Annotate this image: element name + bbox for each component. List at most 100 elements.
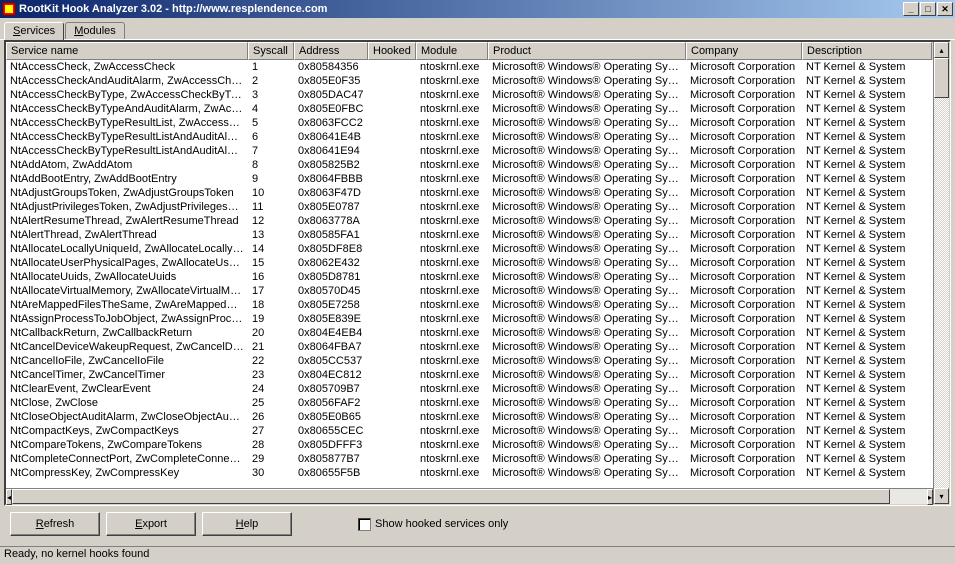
cell: Microsoft Corporation bbox=[686, 368, 802, 382]
cell: Microsoft® Windows® Operating System bbox=[488, 60, 686, 74]
table-row[interactable]: NtCancelTimer, ZwCancelTimer230x804EC812… bbox=[6, 368, 933, 382]
col-description[interactable]: Description bbox=[802, 42, 932, 60]
refresh-button[interactable]: Refresh bbox=[10, 512, 100, 536]
table-row[interactable]: NtAllocateLocallyUniqueId, ZwAllocateLoc… bbox=[6, 242, 933, 256]
cell: NtAccessCheck, ZwAccessCheck bbox=[6, 60, 248, 74]
cell: NT Kernel & System bbox=[802, 102, 932, 116]
table-row[interactable]: NtCallbackReturn, ZwCallbackReturn200x80… bbox=[6, 326, 933, 340]
close-button[interactable]: ✕ bbox=[937, 2, 953, 16]
app-icon bbox=[2, 2, 16, 16]
cell: 0x80585FA1 bbox=[294, 228, 368, 242]
cell: NT Kernel & System bbox=[802, 60, 932, 74]
cell: Microsoft® Windows® Operating System bbox=[488, 158, 686, 172]
cell: 11 bbox=[248, 200, 294, 214]
table-row[interactable]: NtAccessCheckByTypeAndAuditAlarm, ZwAcce… bbox=[6, 102, 933, 116]
table-row[interactable]: NtClearEvent, ZwClearEvent240x805709B7nt… bbox=[6, 382, 933, 396]
cell: Microsoft® Windows® Operating System bbox=[488, 438, 686, 452]
table-row[interactable]: NtAccessCheck, ZwAccessCheck10x80584356n… bbox=[6, 60, 933, 74]
cell: 24 bbox=[248, 382, 294, 396]
checkbox-icon[interactable] bbox=[358, 518, 371, 531]
table-row[interactable]: NtCompactKeys, ZwCompactKeys270x80655CEC… bbox=[6, 424, 933, 438]
table-row[interactable]: NtCompareTokens, ZwCompareTokens280x805D… bbox=[6, 438, 933, 452]
col-syscall[interactable]: Syscall bbox=[248, 42, 294, 60]
minimize-button[interactable]: _ bbox=[903, 2, 919, 16]
table-row[interactable]: NtAddBootEntry, ZwAddBootEntry90x8064FBB… bbox=[6, 172, 933, 186]
col-module[interactable]: Module bbox=[416, 42, 488, 60]
tab-modules[interactable]: Modules bbox=[65, 22, 125, 39]
cell: 0x80641E94 bbox=[294, 144, 368, 158]
cell: NT Kernel & System bbox=[802, 158, 932, 172]
table-row[interactable]: NtCompressKey, ZwCompressKey300x80655F5B… bbox=[6, 466, 933, 480]
cell: NT Kernel & System bbox=[802, 452, 932, 466]
cell: 12 bbox=[248, 214, 294, 228]
table-row[interactable]: NtAllocateUuids, ZwAllocateUuids160x805D… bbox=[6, 270, 933, 284]
col-company[interactable]: Company bbox=[686, 42, 802, 60]
table-row[interactable]: NtAdjustPrivilegesToken, ZwAdjustPrivile… bbox=[6, 200, 933, 214]
cell: ntoskrnl.exe bbox=[416, 200, 488, 214]
cell bbox=[368, 382, 416, 396]
cell: Microsoft Corporation bbox=[686, 410, 802, 424]
cell: Microsoft Corporation bbox=[686, 396, 802, 410]
help-button[interactable]: Help bbox=[202, 512, 292, 536]
table-row[interactable]: NtClose, ZwClose250x8056FAF2ntoskrnl.exe… bbox=[6, 396, 933, 410]
cell: NT Kernel & System bbox=[802, 298, 932, 312]
cell: NtAccessCheckByTypeResultListAndAuditAla… bbox=[6, 130, 248, 144]
table-row[interactable]: NtAllocateVirtualMemory, ZwAllocateVirtu… bbox=[6, 284, 933, 298]
table-row[interactable]: NtAccessCheckByTypeResultListAndAuditAla… bbox=[6, 130, 933, 144]
scroll-up-button[interactable]: ▴ bbox=[934, 42, 949, 58]
cell bbox=[368, 256, 416, 270]
cell: 0x805709B7 bbox=[294, 382, 368, 396]
hooked-only-checkbox[interactable]: Show hooked services only bbox=[358, 518, 508, 531]
cell: Microsoft® Windows® Operating System bbox=[488, 144, 686, 158]
scroll-down-button[interactable]: ▾ bbox=[934, 488, 949, 504]
cell: ntoskrnl.exe bbox=[416, 60, 488, 74]
table-row[interactable]: NtCancelIoFile, ZwCancelIoFile220x805CC5… bbox=[6, 354, 933, 368]
cell: 17 bbox=[248, 284, 294, 298]
cell: ntoskrnl.exe bbox=[416, 214, 488, 228]
cell: NtClearEvent, ZwClearEvent bbox=[6, 382, 248, 396]
cell: 14 bbox=[248, 242, 294, 256]
main-panel: Service name Syscall Address Hooked Modu… bbox=[4, 40, 951, 542]
cell bbox=[368, 172, 416, 186]
cell: NT Kernel & System bbox=[802, 368, 932, 382]
maximize-button[interactable]: □ bbox=[920, 2, 936, 16]
table-row[interactable]: NtAccessCheckByTypeResultListAndAuditAla… bbox=[6, 144, 933, 158]
table-row[interactable]: NtAccessCheckByTypeResultList, ZwAccessC… bbox=[6, 116, 933, 130]
table-row[interactable]: NtAlertResumeThread, ZwAlertResumeThread… bbox=[6, 214, 933, 228]
cell: Microsoft® Windows® Operating System bbox=[488, 284, 686, 298]
cell: ntoskrnl.exe bbox=[416, 270, 488, 284]
table-row[interactable]: NtAccessCheckAndAuditAlarm, ZwAccessChec… bbox=[6, 74, 933, 88]
table-row[interactable]: NtCloseObjectAuditAlarm, ZwCloseObjectAu… bbox=[6, 410, 933, 424]
table-row[interactable]: NtAddAtom, ZwAddAtom80x805825B2ntoskrnl.… bbox=[6, 158, 933, 172]
h-scroll-thumb[interactable] bbox=[12, 489, 890, 504]
tab-services[interactable]: Services bbox=[4, 22, 64, 40]
table-row[interactable]: NtAccessCheckByType, ZwAccessCheckByType… bbox=[6, 88, 933, 102]
cell: 0x80570D45 bbox=[294, 284, 368, 298]
table-row[interactable]: NtAlertThread, ZwAlertThread130x80585FA1… bbox=[6, 228, 933, 242]
cell: 0x805D8781 bbox=[294, 270, 368, 284]
cell: ntoskrnl.exe bbox=[416, 144, 488, 158]
table-row[interactable]: NtAssignProcessToJobObject, ZwAssignProc… bbox=[6, 312, 933, 326]
cell: 27 bbox=[248, 424, 294, 438]
cell: Microsoft® Windows® Operating System bbox=[488, 396, 686, 410]
col-hooked[interactable]: Hooked bbox=[368, 42, 416, 60]
cell: 22 bbox=[248, 354, 294, 368]
col-service-name[interactable]: Service name bbox=[6, 42, 248, 60]
table-row[interactable]: NtCompleteConnectPort, ZwCompleteConnect… bbox=[6, 452, 933, 466]
v-scroll-thumb[interactable] bbox=[934, 58, 949, 98]
cell: NT Kernel & System bbox=[802, 424, 932, 438]
table-row[interactable]: NtAllocateUserPhysicalPages, ZwAllocateU… bbox=[6, 256, 933, 270]
cell: Microsoft® Windows® Operating System bbox=[488, 256, 686, 270]
col-product[interactable]: Product bbox=[488, 42, 686, 60]
h-scrollbar[interactable]: ◂ ▸ bbox=[6, 488, 933, 504]
cell: ntoskrnl.exe bbox=[416, 158, 488, 172]
table-row[interactable]: NtCancelDeviceWakeupRequest, ZwCancelDev… bbox=[6, 340, 933, 354]
v-scrollbar[interactable]: ▴ ▾ bbox=[933, 42, 949, 504]
table-row[interactable]: NtAreMappedFilesTheSame, ZwAreMappedFile… bbox=[6, 298, 933, 312]
cell: 15 bbox=[248, 256, 294, 270]
table-row[interactable]: NtAdjustGroupsToken, ZwAdjustGroupsToken… bbox=[6, 186, 933, 200]
col-address[interactable]: Address bbox=[294, 42, 368, 60]
export-button[interactable]: Export bbox=[106, 512, 196, 536]
cell: Microsoft® Windows® Operating System bbox=[488, 368, 686, 382]
cell: 3 bbox=[248, 88, 294, 102]
